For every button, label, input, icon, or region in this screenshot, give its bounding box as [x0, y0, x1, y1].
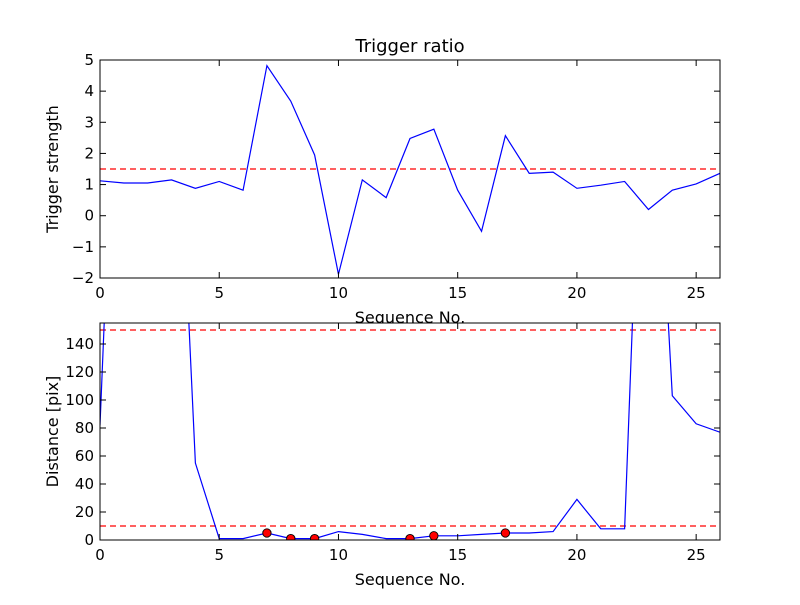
chart-bottom-ytick-label-0: 0 — [84, 531, 94, 549]
chart-bottom-frame — [99, 322, 721, 541]
chart-bottom-xtick-label-5: 25 — [687, 546, 706, 564]
chart-bottom-ylabel: Distance [pix] — [43, 376, 62, 488]
chart-top-ytick-label-2: 0 — [84, 207, 94, 225]
chart-top-xtick-label-4: 20 — [567, 284, 586, 302]
chart-bottom-ytick-label-2: 40 — [75, 475, 94, 493]
chart-bottom-marker-point-4 — [429, 531, 439, 540]
chart-bottom-marker-point-5 — [500, 528, 511, 538]
chart-bottom-marker-point-1 — [286, 533, 296, 540]
chart-top-xtick-label-5: 25 — [687, 284, 706, 302]
chart-top-ytick-label-7: 5 — [84, 51, 94, 69]
chart-bottom-ytick-label-3: 60 — [75, 447, 94, 465]
chart-top-xtick-label-2: 10 — [329, 284, 348, 302]
chart-top-ytick-label-4: 2 — [84, 144, 94, 162]
chart-bottom-marker-point-0 — [262, 528, 272, 538]
chart-top-ytick-label-3: 1 — [84, 176, 94, 194]
chart-top-xtick-label-3: 15 — [448, 284, 467, 302]
chart-bottom-marker-point-3 — [405, 533, 415, 540]
chart-bottom: 0 5 10 15 20 25 0 20 40 60 80 100 120 140 Sequence No.… — [43, 322, 721, 589]
chart-top: 0 5 10 15 20 25 −2 −1 0 1 2 3 4 5 Sequence No. Trigger … — [43, 36, 721, 327]
chart-bottom-ytick-label-4: 80 — [75, 419, 94, 437]
chart-top-ytick-label-6: 4 — [84, 82, 94, 100]
chart-top-ytick-label-1: −1 — [72, 238, 94, 256]
chart-bottom-xtick-label-2: 10 — [329, 546, 348, 564]
chart-top-ytick-label-0: −2 — [72, 269, 94, 287]
chart-bottom-ytick-label-6: 120 — [65, 363, 94, 381]
chart-bottom-xlabel: Sequence No. — [355, 570, 466, 589]
chart-bottom-plot-content — [100, 323, 720, 540]
chart-bottom-xtick-label-4: 20 — [567, 546, 586, 564]
chart-bottom-ytick-label-1: 20 — [75, 503, 94, 521]
chart-bottom-xtick-label-1: 5 — [214, 546, 224, 564]
chart-top-series-line-0 — [100, 64, 720, 275]
chart-top-xlabel: Sequence No. — [355, 308, 466, 327]
chart-top-xtick-label-0: 0 — [95, 284, 105, 302]
chart-top-frame — [99, 59, 721, 279]
chart-bottom-xtick-label-3: 15 — [448, 546, 467, 564]
chart-top-ytick-label-5: 3 — [84, 113, 94, 131]
chart-top-xtick-label-1: 5 — [214, 284, 224, 302]
chart-top-title: Trigger ratio — [354, 36, 464, 57]
chart-bottom-ytick-label-5: 100 — [65, 391, 94, 409]
chart-bottom-ytick-label-7: 140 — [65, 335, 94, 353]
chart-top-plot-content — [100, 64, 720, 275]
chart-bottom-plot-area — [100, 323, 720, 540]
chart-bottom-marker-point-2 — [309, 533, 320, 540]
chart-top-ylabel: Trigger strength — [43, 105, 62, 234]
chart-bottom-xtick-label-0: 0 — [95, 546, 105, 564]
